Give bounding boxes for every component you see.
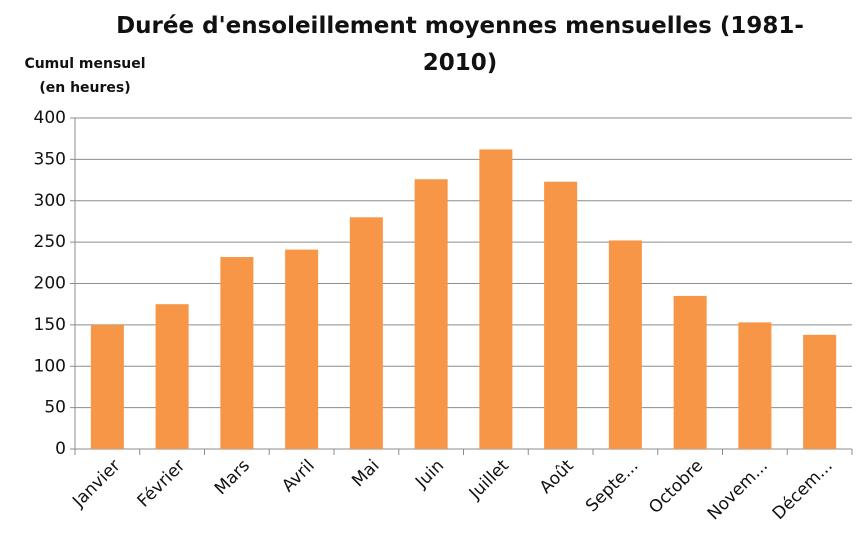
x-tick-label: Septe...	[582, 456, 642, 516]
bar	[544, 181, 578, 449]
bar	[414, 179, 448, 450]
x-tick-label: Janvier	[68, 456, 124, 512]
x-tick-label: Avril	[278, 456, 318, 496]
bar	[90, 324, 124, 449]
bar	[673, 295, 707, 449]
y-tick-label: 50	[44, 398, 66, 418]
bar	[803, 334, 837, 449]
y-tick-label: 100	[34, 356, 66, 376]
x-tick-label: Mai	[348, 456, 383, 491]
y-tick-label: 0	[55, 439, 66, 459]
bar	[220, 257, 254, 449]
y-tick-label: 400	[34, 108, 66, 128]
y-tick-label: 200	[34, 274, 66, 294]
bar	[285, 249, 319, 449]
bar	[349, 217, 383, 449]
y-tick-label: 250	[34, 232, 66, 252]
bar	[155, 304, 189, 449]
x-tick-label: Février	[134, 456, 190, 512]
y-tick-label: 350	[34, 149, 66, 169]
chart-title: Durée d'ensoleillement moyennes mensuell…	[116, 13, 804, 76]
bar	[738, 322, 772, 449]
y-tick-label: 150	[34, 315, 66, 335]
x-tick-label: Décem...	[769, 456, 837, 524]
x-tick-label: Novem...	[704, 456, 772, 524]
x-tick-label: Mars	[211, 456, 254, 499]
x-tick-label: Août	[536, 456, 578, 498]
y-tick-label: 300	[34, 191, 66, 211]
x-tick-label: Juin	[411, 456, 448, 493]
x-tick-label: Juillet	[465, 456, 513, 504]
bar	[608, 240, 642, 449]
bar	[479, 149, 513, 449]
y-axis-label: Cumul mensuel (en heures)	[24, 56, 146, 96]
x-tick-label: Octobre	[645, 456, 707, 518]
